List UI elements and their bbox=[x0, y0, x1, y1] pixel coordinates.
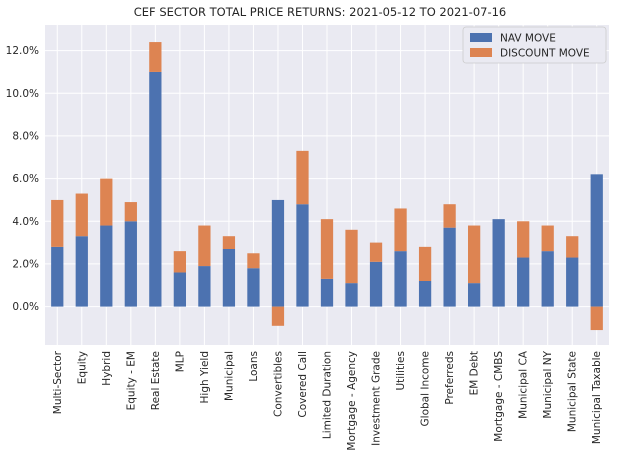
bar-discount-move-mlp bbox=[173, 251, 186, 273]
bar-nav-move-municipal-ca bbox=[517, 257, 530, 307]
bar-nav-move-investment-grade bbox=[369, 261, 383, 307]
bar-nav-move-hybrid bbox=[100, 225, 113, 307]
bar-nav-move-municipal-ny bbox=[541, 251, 554, 307]
x-tick-label-municipal: Municipal bbox=[223, 351, 235, 401]
bar-discount-move-municipal-ca bbox=[517, 221, 530, 258]
x-tick-label-preferreds: Preferreds bbox=[444, 351, 456, 405]
legend-label-nav-move: NAV MOVE bbox=[500, 33, 556, 45]
bar-discount-move-municipal-ny bbox=[541, 225, 554, 252]
legend-swatch-nav-move bbox=[470, 33, 492, 42]
bar-discount-move-utilities bbox=[394, 208, 407, 252]
bar-discount-move-high-yield bbox=[198, 225, 211, 267]
x-tick-label-mortgage-cmbs: Mortgage - CMBS bbox=[493, 351, 505, 442]
bar-nav-move-high-yield bbox=[198, 266, 211, 307]
bar-discount-move-covered-call bbox=[296, 150, 309, 205]
bar-discount-move-limited-duration bbox=[320, 219, 334, 279]
bar-discount-move-loans bbox=[247, 253, 260, 269]
bar-nav-move-convertibles bbox=[271, 199, 285, 307]
bar-nav-move-municipal bbox=[222, 249, 236, 307]
x-tick-label-mlp: MLP bbox=[174, 351, 186, 372]
y-tick-label: 4.0% bbox=[12, 216, 39, 228]
x-tick-label-limited-duration: Limited Duration bbox=[322, 351, 334, 439]
bar-nav-move-real-estate bbox=[149, 71, 162, 307]
bar-discount-move-municipal-state bbox=[566, 236, 579, 258]
bar-discount-move-hybrid bbox=[100, 178, 113, 226]
x-tick-label-equity: Equity bbox=[76, 351, 88, 384]
x-tick-label-equity-em: Equity - EM bbox=[125, 351, 137, 410]
bar-discount-move-investment-grade bbox=[369, 242, 383, 262]
bar-nav-move-covered-call bbox=[296, 204, 309, 307]
bar-discount-move-real-estate bbox=[149, 42, 162, 72]
x-tick-label-convertibles: Convertibles bbox=[272, 351, 284, 417]
x-tick-labels: Multi-Sector Equity Hybrid Equity - EM Real … bbox=[52, 350, 603, 450]
bar-nav-move-municipal-taxable bbox=[590, 174, 603, 307]
x-tick-label-municipal-ca: Municipal CA bbox=[518, 350, 530, 419]
bar-nav-move-mortgage-cmbs bbox=[492, 219, 505, 307]
x-tick-label-municipal-state: Municipal State bbox=[567, 351, 579, 432]
x-tick-label-em-debt: EM Debt bbox=[469, 351, 481, 395]
bar-nav-move-em-debt bbox=[468, 283, 481, 307]
y-tick-label: 12.0% bbox=[6, 45, 39, 57]
bar-nav-move-loans bbox=[247, 268, 260, 307]
bar-nav-move-mortgage-agency bbox=[345, 283, 358, 307]
x-tick-label-hybrid: Hybrid bbox=[101, 351, 113, 386]
legend-swatch-discount-move bbox=[470, 48, 492, 57]
bar-discount-move-multi-sector bbox=[51, 199, 64, 247]
bar-discount-move-municipal bbox=[222, 236, 236, 249]
bar-discount-move-em-debt bbox=[468, 225, 481, 284]
bar-discount-move-mortgage-agency bbox=[345, 229, 358, 284]
bar-nav-move-limited-duration bbox=[320, 278, 334, 307]
x-tick-label-multi-sector: Multi-Sector bbox=[52, 350, 64, 414]
bars-group bbox=[51, 42, 603, 331]
x-tick-label-global-income: Global Income bbox=[420, 351, 432, 426]
bar-nav-move-multi-sector bbox=[51, 246, 64, 307]
bar-discount-move-preferreds bbox=[443, 204, 456, 228]
bar-nav-move-preferreds bbox=[443, 227, 456, 307]
x-tick-label-investment-grade: Investment Grade bbox=[371, 351, 383, 446]
bar-nav-move-mlp bbox=[173, 272, 186, 307]
legend-box bbox=[462, 26, 607, 64]
bar-nav-move-global-income bbox=[418, 281, 432, 307]
x-tick-label-high-yield: High Yield bbox=[199, 351, 211, 403]
y-tick-label: 2.0% bbox=[12, 258, 39, 270]
bar-discount-move-equity-em bbox=[124, 202, 137, 222]
x-tick-label-loans: Loans bbox=[248, 351, 260, 382]
x-tick-label-municipal-taxable: Municipal Taxable bbox=[591, 351, 603, 444]
x-tick-label-municipal-ny: Municipal NY bbox=[542, 350, 554, 418]
x-tick-label-utilities: Utilities bbox=[395, 351, 407, 391]
y-tick-label: 8.0% bbox=[12, 130, 39, 142]
bar-nav-move-equity-em bbox=[124, 221, 137, 307]
bar-discount-move-global-income bbox=[418, 246, 432, 281]
y-tick-labels: 0.0% 2.0% 4.0% 6.0% 8.0% 10.0% 12.0% bbox=[6, 45, 39, 313]
x-tick-label-real-estate: Real Estate bbox=[150, 351, 162, 410]
y-tick-label: 10.0% bbox=[6, 88, 39, 100]
bar-nav-move-municipal-state bbox=[566, 257, 579, 307]
bar-nav-move-utilities bbox=[394, 251, 407, 307]
bar-discount-move-municipal-taxable bbox=[590, 306, 603, 331]
bar-discount-move-equity bbox=[75, 193, 88, 237]
legend: NAV MOVE DISCOUNT MOVE bbox=[462, 26, 607, 64]
x-tick-label-mortgage-agency: Mortgage - Agency bbox=[346, 351, 358, 451]
y-tick-label: 6.0% bbox=[12, 173, 39, 185]
y-tick-label: 0.0% bbox=[12, 301, 39, 313]
bar-discount-move-convertibles bbox=[271, 306, 285, 326]
chart-title: CEF SECTOR TOTAL PRICE RETURNS: 2021-05-… bbox=[134, 5, 506, 19]
bar-nav-move-equity bbox=[75, 236, 88, 307]
x-tick-label-covered-call: Covered Call bbox=[297, 351, 309, 418]
legend-label-discount-move: DISCOUNT MOVE bbox=[500, 48, 590, 60]
